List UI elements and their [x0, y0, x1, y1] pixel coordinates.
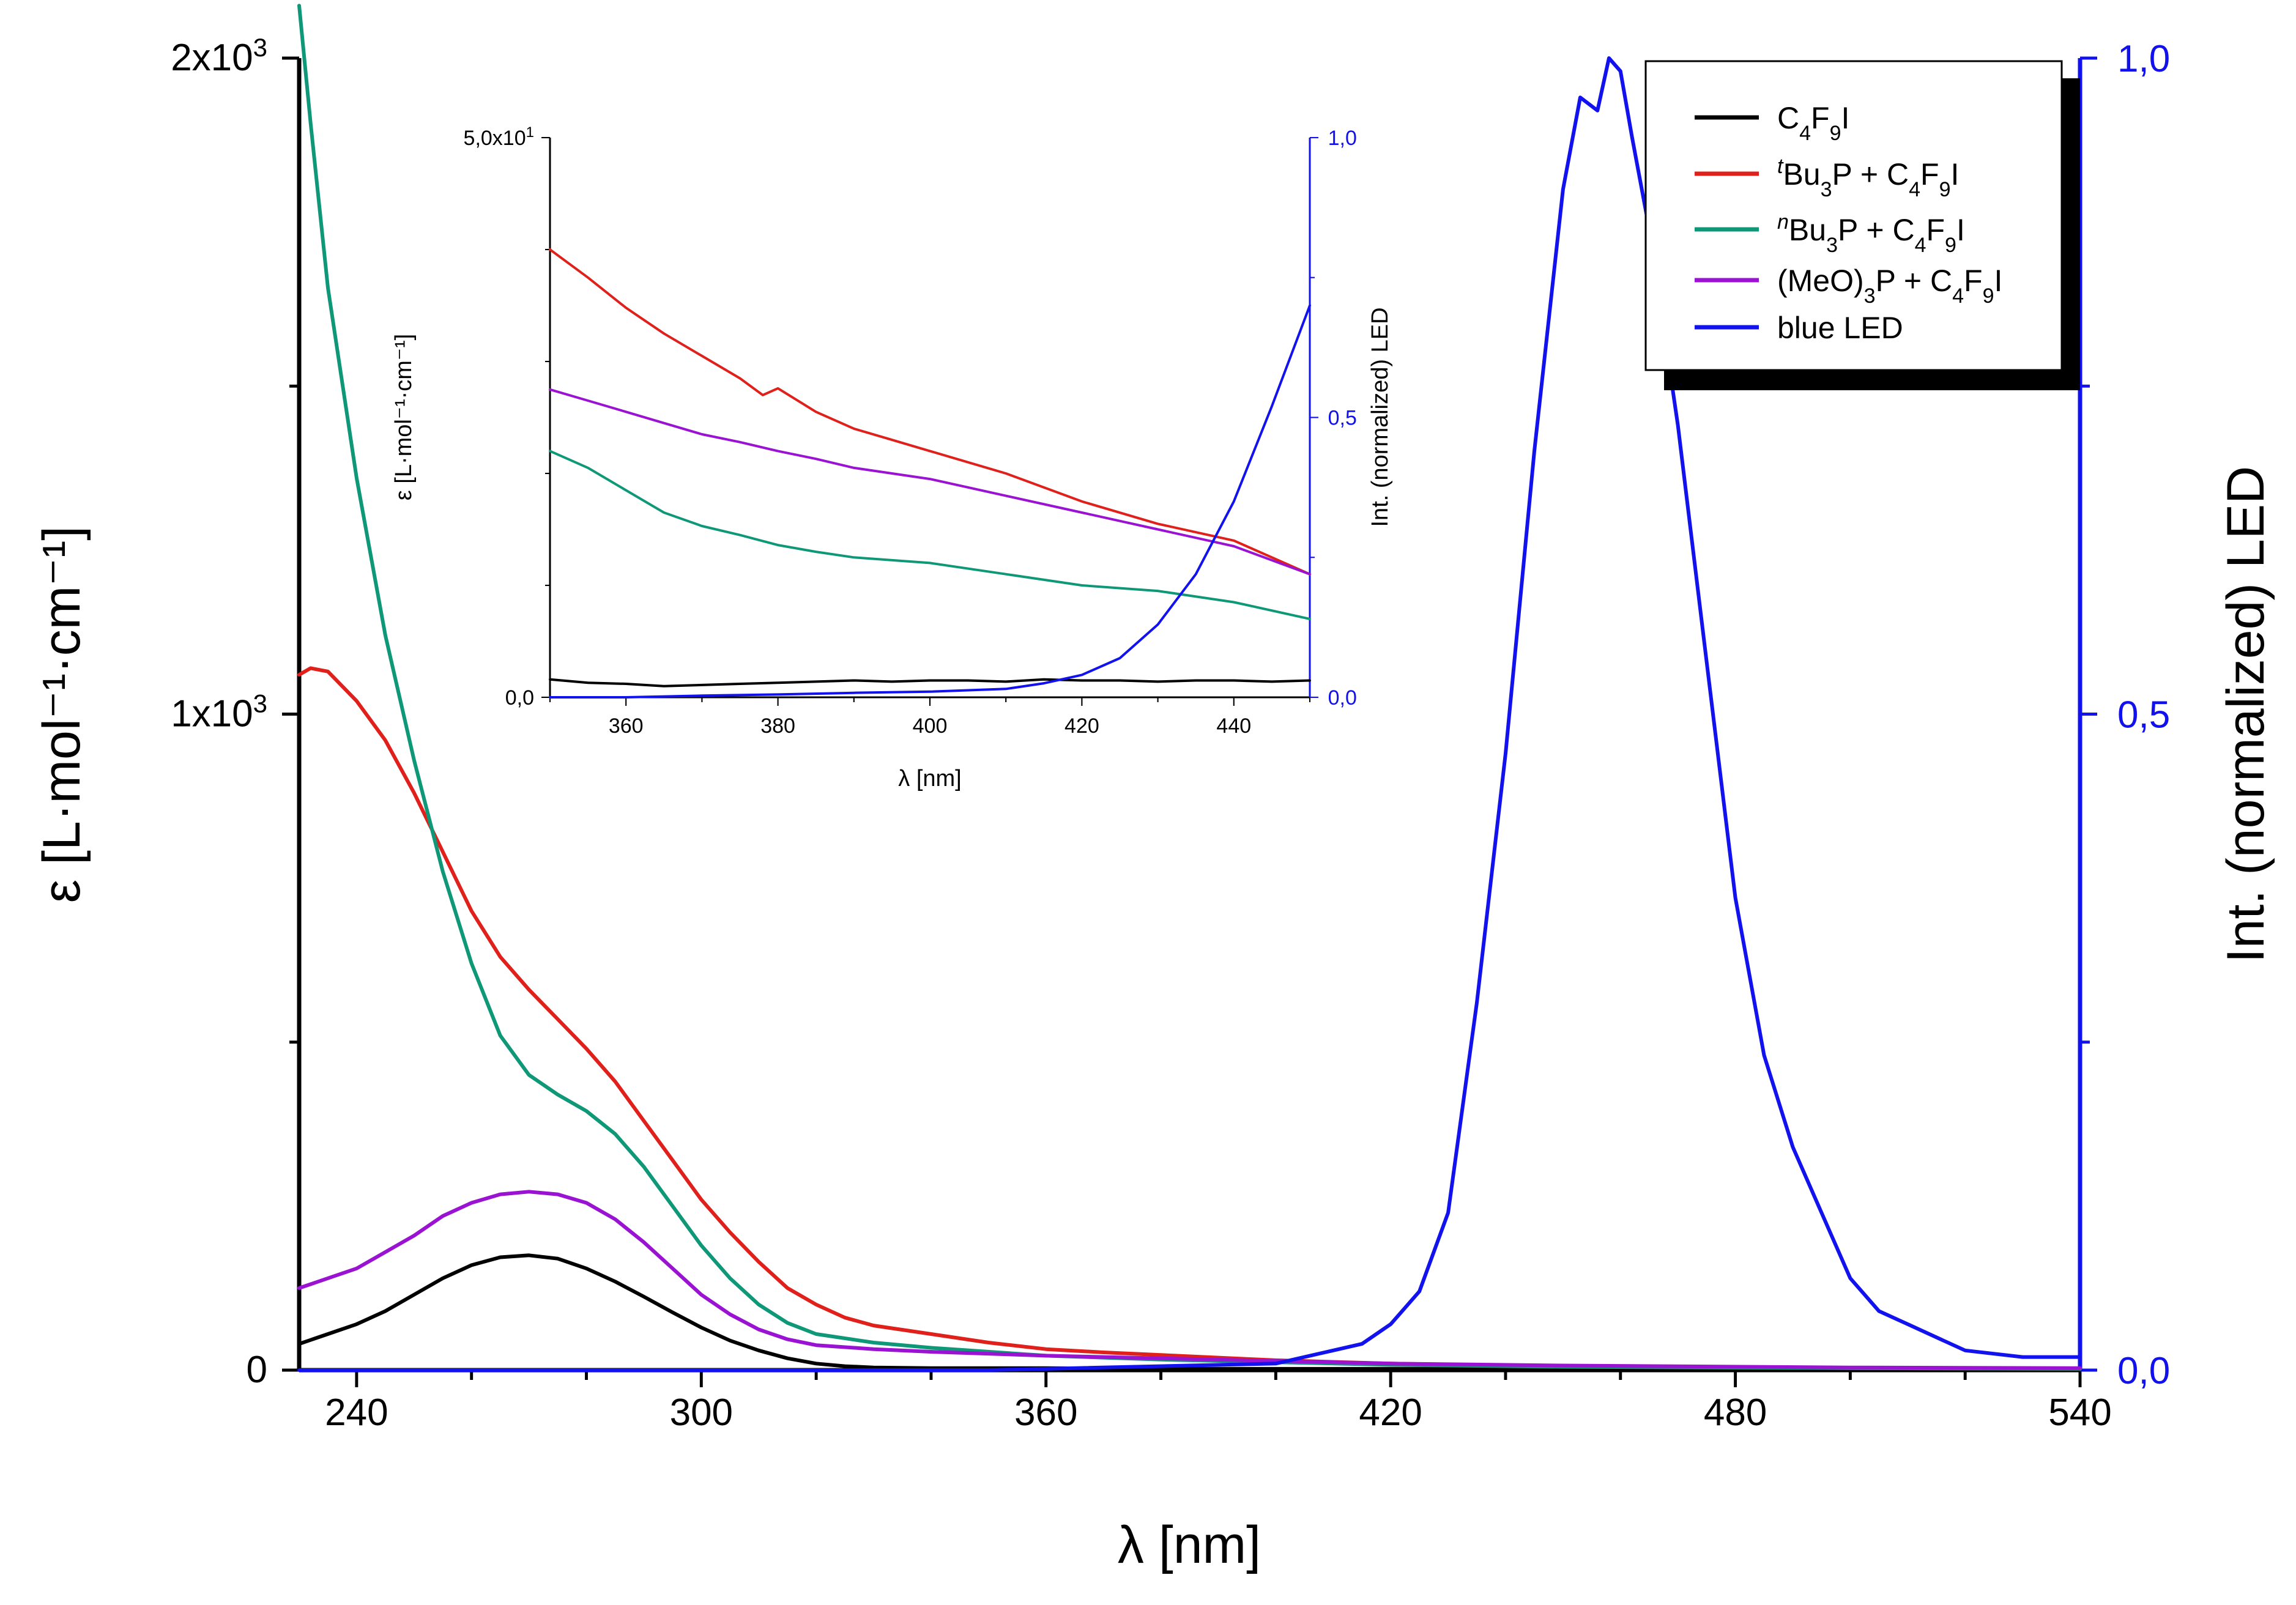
inset-series-nbu3p-c4f9i — [549, 450, 1311, 620]
legend: C4F9I tBu3P + C4F9I nBu3P + C4F9I (MeO)3… — [1644, 60, 2080, 390]
inset-y2-tick-label-2: 1,0 — [1328, 127, 1357, 150]
main-x-tick-label-240: 240 — [325, 1392, 388, 1434]
main-x-tick-label-300: 300 — [670, 1392, 733, 1434]
main-x-tick-label-540: 540 — [2048, 1392, 2111, 1434]
inset-y-tick-label-0: 0,0 — [505, 686, 534, 710]
inset-x-axis-title: λ [nm] — [898, 766, 961, 791]
main-x-axis-title: λ [nm] — [1118, 1516, 1261, 1574]
inset-y-axis-title: ε [L·mol⁻¹·cm⁻¹] — [391, 334, 417, 500]
main-series-c4f9i — [297, 1253, 2082, 1371]
main-series-meo-3p-c4f9i — [297, 1190, 2082, 1370]
main-y2-tick-label-1: 0,5 — [2117, 694, 2170, 736]
inset-x-tick-label-420: 420 — [1064, 714, 1099, 738]
main-y-tick-label-2: 2x103 — [171, 33, 267, 80]
inset-y2-axis-title: Int. (normalized) LED — [1367, 307, 1393, 527]
main-x-tick-label-420: 420 — [1359, 1392, 1422, 1434]
main-series-blue-led — [297, 56, 2082, 1372]
main-series-tbu3p-c4f9i — [297, 666, 2082, 1371]
inset-y-tick-label-1: 5,0x101 — [464, 124, 534, 150]
legend-label-c4f9i: C4F9I — [1777, 101, 1849, 145]
inset-series-blue-led — [549, 304, 1311, 699]
inset-x-tick-label-400: 400 — [913, 714, 948, 738]
main-y2-tick-label-2: 1,0 — [2117, 38, 2170, 80]
main-y-axis-title: ε [L·mol⁻¹·cm⁻¹] — [32, 526, 91, 903]
inset-x-tick-label-380: 380 — [760, 714, 795, 738]
inset-series-c4f9i — [549, 678, 1311, 688]
legend-label-tbu3p: tBu3P + C4F9I — [1777, 155, 1959, 201]
main-y-tick-label-0: 0 — [247, 1349, 267, 1391]
main-y-tick-label-1: 1x103 — [171, 689, 267, 735]
legend-label-nbu3p: nBu3P + C4F9I — [1777, 210, 1965, 257]
inset-series-meo-3p-c4f9i — [549, 388, 1311, 576]
inset-series-tbu3p-c4f9i — [549, 248, 1311, 576]
legend-label-meo3p: (MeO)3P + C4F9I — [1777, 264, 2002, 308]
inset-x-tick-label-360: 360 — [609, 714, 644, 738]
inset-y2-tick-label-1: 0,5 — [1328, 407, 1357, 430]
main-y2-axis-title: Int. (normalized) LED — [2216, 466, 2275, 963]
main-y2-tick-label-0: 0,0 — [2117, 1350, 2170, 1392]
legend-box — [1644, 60, 2063, 371]
main-x-tick-label-360: 360 — [1014, 1392, 1077, 1434]
main-x-tick-label-480: 480 — [1704, 1392, 1767, 1434]
inset-x-tick-label-440: 440 — [1216, 714, 1251, 738]
inset-y2-tick-label-0: 0,0 — [1328, 686, 1357, 710]
legend-label-blue-led: blue LED — [1777, 311, 1903, 345]
